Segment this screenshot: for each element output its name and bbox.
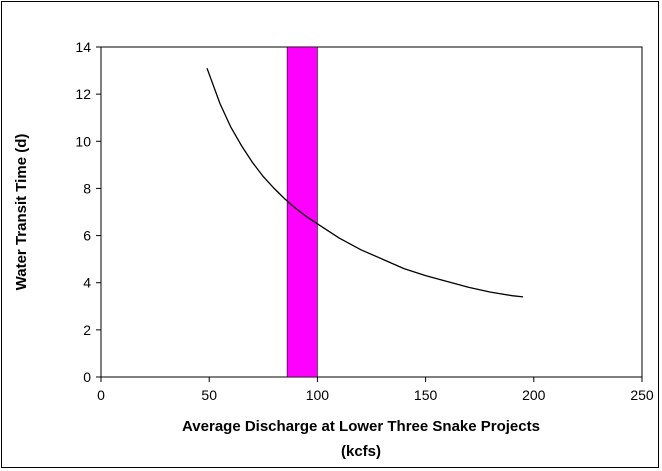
- x-axis-title-line-1: Average Discharge at Lower Three Snake P…: [182, 418, 540, 435]
- x-tick-label: 0: [97, 387, 105, 403]
- y-axis-ticks: 0 2 4 6 8 10 12 14: [75, 39, 101, 385]
- x-tick-label: 150: [414, 387, 438, 403]
- highlight-band: [286, 46, 318, 378]
- x-tick-label: 200: [522, 387, 546, 403]
- y-axis-title: Water Transit Time (d): [13, 134, 30, 291]
- x-axis-title-line-2: (kcfs): [341, 443, 381, 460]
- y-tick-label: 4: [83, 275, 91, 291]
- y-tick-label: 6: [83, 228, 91, 244]
- y-tick-label: 2: [83, 322, 91, 338]
- y-tick-label: 12: [75, 86, 91, 102]
- x-tick-label: 250: [630, 387, 654, 403]
- x-tick-label: 50: [201, 387, 217, 403]
- y-tick-label: 10: [75, 133, 91, 149]
- series-line: [206, 67, 524, 298]
- x-axis-ticks: 0 50 100 150 200 250: [97, 377, 654, 403]
- x-tick-label: 100: [306, 387, 330, 403]
- y-tick-label: 14: [75, 39, 91, 55]
- y-tick-label: 8: [83, 180, 91, 196]
- y-tick-label: 0: [83, 369, 91, 385]
- plot-area: [100, 46, 643, 378]
